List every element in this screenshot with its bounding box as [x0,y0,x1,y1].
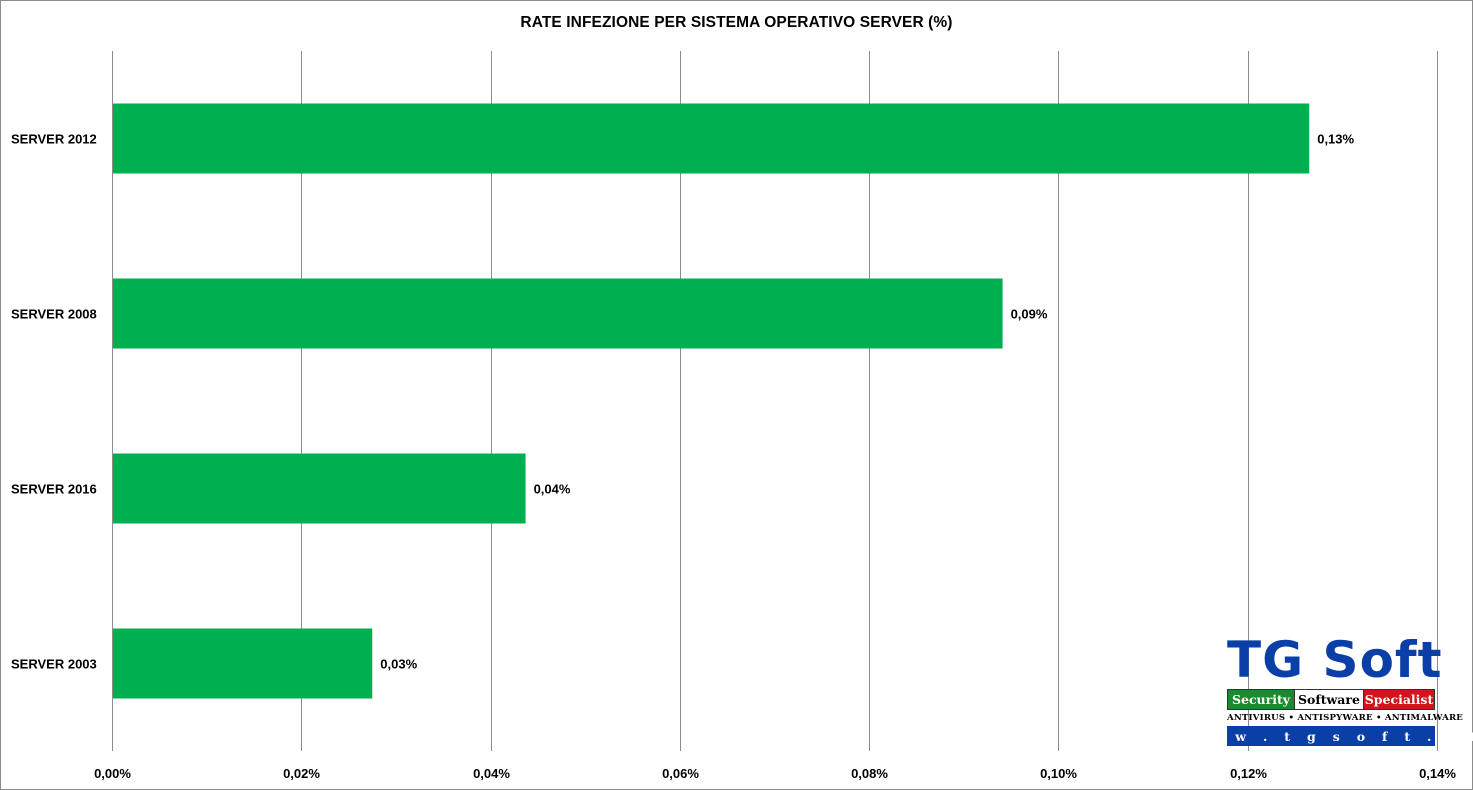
category-label: SERVER 2012 [11,132,97,147]
chart-title: RATE INFEZIONE PER SISTEMA OPERATIVO SER… [520,14,953,31]
logo-products: ANTIVIRUS • ANTISPYWARE • ANTIMALWARE [1227,713,1464,723]
tgsoft-logo: TG Soft Security Software Specialist ANT… [1180,631,1473,746]
labels: 0,00% 0,02% 0,04% 0,06% 0,08% 0,10% 0,12% 0,14%… [11,132,1456,782]
x-tick-label: 0,00% [94,766,131,781]
tagline-software: Software [1294,690,1364,709]
x-tick-label: 0,04% [473,766,510,781]
x-tick-label: 0,14% [1419,766,1456,781]
logo-url: w w w . t g s o f t . i t [1180,726,1473,746]
logo-tagline: Security Software Specialist [1227,689,1435,710]
x-tick-label: 0,08% [851,766,888,781]
logo-name: TG Soft [1227,631,1443,689]
data-label: 0,09% [1011,307,1048,322]
data-label: 0,03% [380,657,417,672]
x-tick-label: 0,06% [662,766,699,781]
data-label: 0,04% [534,482,571,497]
data-label: 0,13% [1317,132,1354,147]
tagline-specialist: Specialist [1364,690,1434,709]
bar [113,103,1310,174]
bar [113,453,526,524]
tagline-security: Security [1228,690,1294,709]
x-tick-label: 0,10% [1040,766,1077,781]
x-tick-label: 0,12% [1230,766,1267,781]
category-label: SERVER 2003 [11,657,97,672]
category-label: SERVER 2008 [11,307,97,322]
x-tick-label: 0,02% [283,766,320,781]
bars [113,103,1310,699]
category-label: SERVER 2016 [11,482,97,497]
bar [113,278,1003,349]
bar [113,628,373,699]
